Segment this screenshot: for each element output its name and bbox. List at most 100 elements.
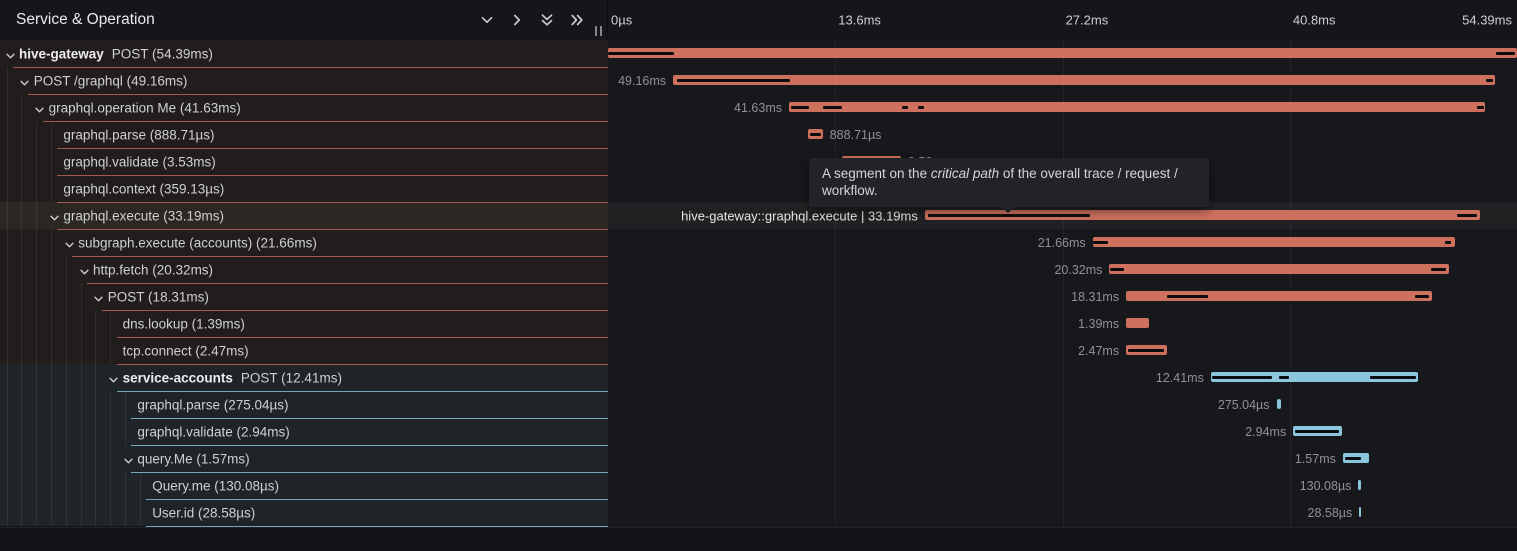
row-divider bbox=[57, 229, 608, 230]
timeline-row-subgraph-execute-accounts[interactable]: 21.66ms bbox=[608, 229, 1517, 256]
indent-guide bbox=[6, 445, 8, 472]
critical-path-segment[interactable] bbox=[608, 52, 674, 55]
critical-path-segment[interactable] bbox=[1485, 79, 1493, 82]
timeline-row-service-accounts-post[interactable]: 12.41ms bbox=[608, 364, 1517, 391]
timeline-row-user-id[interactable]: 28.58µs bbox=[608, 499, 1517, 526]
timeline-row-query-me[interactable]: 1.57ms bbox=[608, 445, 1517, 472]
critical-path-segment[interactable] bbox=[1211, 376, 1272, 379]
span-bar[interactable] bbox=[1359, 507, 1362, 517]
timeline-row-query-me-resolver[interactable]: 130.08µs bbox=[608, 472, 1517, 499]
tree-row-graphql-execute[interactable]: graphql.execute (33.19ms) bbox=[0, 202, 608, 230]
timeline-axis: 0µs 13.6ms 27.2ms 40.8ms 54.39ms bbox=[608, 0, 1517, 40]
critical-path-segment[interactable] bbox=[1166, 295, 1208, 298]
axis-tick-label: 0µs bbox=[611, 12, 633, 28]
critical-path-segment[interactable] bbox=[1127, 349, 1164, 352]
timeline-row-post-graphql[interactable]: 49.16ms bbox=[608, 67, 1517, 94]
timeline-row-hive-gateway-post[interactable] bbox=[608, 40, 1517, 67]
critical-path-segment[interactable] bbox=[809, 133, 821, 136]
double-chevron-down-icon[interactable] bbox=[539, 12, 555, 28]
span-bar[interactable] bbox=[1126, 291, 1433, 301]
timeline-row-http-fetch[interactable]: 20.32ms bbox=[608, 256, 1517, 283]
collapse-chevron-icon[interactable] bbox=[19, 75, 30, 86]
critical-path-segment[interactable] bbox=[927, 214, 1090, 217]
span-duration-label: 41.63ms bbox=[734, 100, 782, 115]
span-bar[interactable] bbox=[1092, 237, 1455, 247]
span-bar[interactable] bbox=[788, 102, 1485, 112]
critical-path-segment[interactable] bbox=[1495, 52, 1515, 55]
tree-row-dns-lookup[interactable]: dns.lookup (1.39ms) bbox=[0, 310, 608, 338]
collapse-chevron-icon[interactable] bbox=[64, 237, 75, 248]
tree-row-query-me-resolver[interactable]: Query.me (130.08µs) bbox=[0, 472, 608, 500]
timeline-row-graphql-validate-acc[interactable]: 2.94ms bbox=[608, 418, 1517, 445]
timeline-row-graphql-parse-acc[interactable]: 275.04µs bbox=[608, 391, 1517, 418]
collapse-chevron-icon[interactable] bbox=[108, 372, 119, 383]
timeline-row-dns-lookup[interactable]: 1.39ms bbox=[608, 310, 1517, 337]
collapse-chevron-icon[interactable] bbox=[34, 102, 45, 113]
span-bar[interactable] bbox=[1126, 318, 1150, 328]
collapse-chevron-icon[interactable] bbox=[5, 48, 16, 59]
tree-row-user-id[interactable]: User.id (28.58µs) bbox=[0, 499, 608, 527]
critical-path-segment[interactable] bbox=[1109, 268, 1124, 271]
tree-row-post-graphql[interactable]: POST /graphql (49.16ms) bbox=[0, 67, 608, 95]
row-divider bbox=[13, 67, 608, 68]
critical-path-segment[interactable] bbox=[1456, 214, 1477, 217]
critical-path-segment[interactable] bbox=[1092, 241, 1108, 244]
tree-row-graphql-operation-me[interactable]: graphql.operation Me (41.63ms) bbox=[0, 94, 608, 122]
timeline-row-tcp-connect[interactable]: 2.47ms bbox=[608, 337, 1517, 364]
critical-path-segment[interactable] bbox=[1294, 430, 1339, 433]
axis-tick-label: 27.2ms bbox=[1065, 12, 1109, 28]
timeline-rows: 49.16ms41.63ms888.71µs3.53ms359.13µshive… bbox=[608, 40, 1517, 526]
critical-path-segment[interactable] bbox=[1278, 376, 1289, 379]
span-bar[interactable] bbox=[1358, 480, 1361, 490]
critical-path-segment[interactable] bbox=[1444, 241, 1451, 244]
critical-path-segment[interactable] bbox=[1476, 106, 1484, 109]
timeline-row-graphql-operation-me[interactable]: 41.63ms bbox=[608, 94, 1517, 121]
chevron-down-icon[interactable] bbox=[479, 12, 495, 28]
indent-guide bbox=[21, 202, 23, 229]
tree-row-graphql-context[interactable]: graphql.context (359.13µs) bbox=[0, 175, 608, 203]
tooltip-text-after: of the overall trace / request / workflo… bbox=[822, 166, 1178, 198]
indent-guide bbox=[21, 499, 23, 526]
collapse-chevron-icon[interactable] bbox=[123, 453, 134, 464]
critical-path-segment[interactable] bbox=[1369, 376, 1416, 379]
critical-path-segment[interactable] bbox=[902, 106, 908, 109]
indent-guide bbox=[36, 337, 38, 364]
tree-row-graphql-parse-acc[interactable]: graphql.parse (275.04µs) bbox=[0, 391, 608, 419]
tree-row-tcp-connect[interactable]: tcp.connect (2.47ms) bbox=[0, 337, 608, 365]
tree-row-http-fetch[interactable]: http.fetch (20.32ms) bbox=[0, 256, 608, 284]
timeline-row-post-inner[interactable]: 18.31ms bbox=[608, 283, 1517, 310]
critical-path-segment[interactable] bbox=[822, 106, 842, 109]
critical-path-segment[interactable] bbox=[1414, 295, 1429, 298]
indent-guide bbox=[6, 283, 8, 310]
double-chevron-right-icon[interactable] bbox=[569, 12, 585, 28]
span-name-label: graphql.operation Me (41.63ms) bbox=[48, 100, 241, 115]
panel-resize-handle-icon[interactable] bbox=[595, 26, 602, 36]
tree-row-graphql-validate-gw[interactable]: graphql.validate (3.53ms) bbox=[0, 148, 608, 176]
timeline-row-graphql-parse-gw[interactable]: 888.71µs bbox=[608, 121, 1517, 148]
span-bar[interactable] bbox=[1210, 372, 1419, 382]
span-name-label: graphql.context (359.13µs) bbox=[63, 181, 225, 196]
span-bar[interactable] bbox=[608, 48, 1517, 58]
critical-path-segment[interactable] bbox=[1430, 268, 1446, 271]
tree-row-subgraph-execute-accounts[interactable]: subgraph.execute (accounts) (21.66ms) bbox=[0, 229, 608, 257]
span-bar[interactable] bbox=[673, 75, 1495, 85]
indent-guide bbox=[80, 283, 82, 310]
collapse-chevron-icon[interactable] bbox=[79, 264, 90, 275]
chevron-right-icon[interactable] bbox=[509, 12, 525, 28]
span-bar[interactable] bbox=[1276, 399, 1282, 409]
collapse-chevron-icon[interactable] bbox=[93, 291, 104, 302]
tree-row-post-inner[interactable]: POST (18.31ms) bbox=[0, 283, 608, 311]
critical-path-segment[interactable] bbox=[677, 79, 790, 82]
tree-row-graphql-parse-gw[interactable]: graphql.parse (888.71µs) bbox=[0, 121, 608, 149]
critical-path-segment[interactable] bbox=[918, 106, 924, 109]
span-bar[interactable] bbox=[1109, 264, 1449, 274]
indent-guide bbox=[110, 418, 112, 445]
tree-row-service-accounts-post[interactable]: service-accounts POST (12.41ms) bbox=[0, 364, 608, 392]
tree-row-graphql-validate-acc[interactable]: graphql.validate (2.94ms) bbox=[0, 418, 608, 446]
span-bar[interactable] bbox=[924, 210, 1480, 220]
critical-path-segment[interactable] bbox=[1344, 457, 1361, 460]
tree-row-query-me[interactable]: query.Me (1.57ms) bbox=[0, 445, 608, 473]
tree-row-hive-gateway-post[interactable]: hive-gateway POST (54.39ms) bbox=[0, 40, 608, 68]
critical-path-segment[interactable] bbox=[791, 106, 809, 109]
collapse-chevron-icon[interactable] bbox=[49, 210, 60, 221]
